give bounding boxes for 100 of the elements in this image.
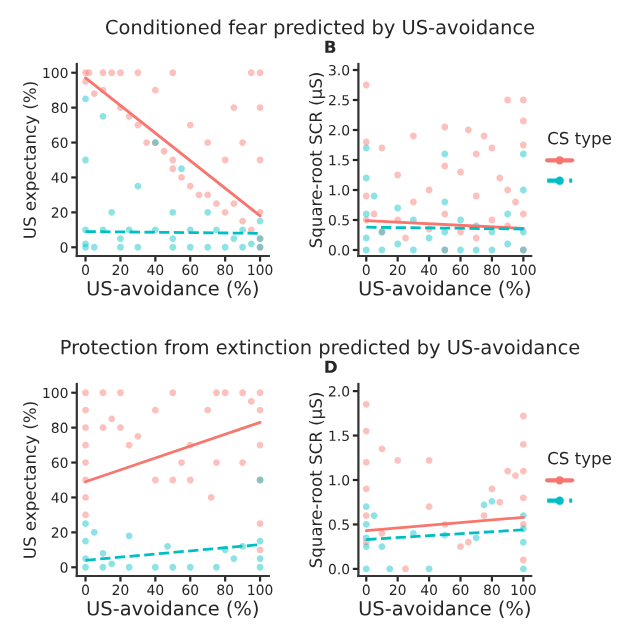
point — [221, 208, 229, 216]
point — [247, 398, 255, 405]
point — [457, 216, 464, 224]
point — [464, 126, 472, 134]
point — [362, 210, 370, 218]
point — [394, 240, 402, 248]
point — [169, 563, 177, 571]
text: Protection from extinction predicted by US-avoidance — [61, 339, 580, 359]
point — [186, 563, 194, 571]
point — [178, 174, 185, 181]
point — [519, 494, 527, 502]
point — [519, 538, 527, 546]
point — [441, 228, 449, 236]
point — [519, 96, 527, 104]
point — [409, 198, 417, 206]
point — [134, 432, 142, 440]
point — [82, 494, 89, 501]
point — [117, 243, 124, 251]
point — [169, 69, 177, 77]
point — [362, 565, 370, 573]
point — [82, 441, 89, 449]
point — [204, 139, 212, 146]
point — [504, 240, 512, 248]
point — [169, 156, 177, 164]
point — [99, 389, 107, 397]
point — [230, 104, 238, 112]
point — [82, 424, 89, 432]
point — [488, 497, 496, 505]
point — [230, 235, 238, 242]
point — [441, 210, 449, 218]
x-axis-title: US-avoidance (%) — [359, 280, 530, 298]
point — [186, 476, 194, 484]
point — [256, 389, 264, 397]
y-axis-title: Square-root SCR (μS) — [309, 73, 326, 248]
point — [441, 162, 449, 170]
point — [519, 467, 527, 475]
point — [99, 549, 107, 557]
point — [256, 555, 264, 562]
point — [504, 467, 512, 475]
point — [134, 69, 142, 77]
point — [99, 112, 107, 120]
point — [169, 235, 177, 242]
point — [362, 401, 370, 408]
point — [82, 537, 89, 545]
point — [519, 556, 527, 564]
point — [370, 512, 378, 519]
point — [117, 389, 124, 397]
point — [230, 555, 238, 562]
point — [496, 174, 504, 182]
point — [221, 243, 229, 251]
point — [108, 208, 116, 216]
point — [394, 204, 402, 212]
point — [519, 412, 527, 420]
point — [82, 563, 89, 571]
point — [362, 246, 370, 254]
point — [425, 503, 433, 511]
point — [239, 226, 247, 234]
point — [504, 186, 512, 194]
point — [362, 503, 370, 511]
point — [386, 565, 394, 573]
point — [362, 543, 370, 551]
point — [82, 520, 89, 528]
point — [207, 494, 215, 501]
point — [256, 563, 264, 571]
point — [504, 96, 512, 104]
point — [213, 200, 220, 208]
y-axis-title: US expectancy (%) — [23, 82, 40, 238]
point — [480, 512, 488, 519]
point — [169, 208, 177, 216]
point — [108, 415, 116, 423]
point — [256, 104, 264, 112]
point — [82, 389, 89, 397]
point — [134, 182, 142, 190]
point — [90, 90, 98, 98]
point — [362, 174, 370, 182]
point — [221, 389, 229, 397]
point — [362, 192, 370, 200]
point — [239, 389, 247, 397]
point — [362, 234, 370, 242]
y-axis-title: Square-root SCR (μS) — [309, 393, 326, 568]
point — [230, 200, 238, 208]
point — [496, 498, 504, 506]
x-axis-title: US-avoidance (%) — [87, 600, 258, 618]
point — [519, 186, 527, 194]
point — [362, 427, 370, 435]
point — [186, 121, 194, 129]
point — [519, 141, 527, 149]
point — [519, 565, 527, 573]
point — [464, 538, 472, 546]
point — [125, 532, 133, 540]
point — [186, 182, 194, 190]
point — [472, 192, 480, 200]
point — [204, 191, 212, 199]
point — [82, 156, 89, 164]
point — [99, 424, 107, 432]
point — [402, 234, 409, 242]
point — [394, 457, 402, 464]
point — [82, 95, 89, 103]
text: B — [325, 40, 336, 53]
point — [362, 81, 370, 89]
